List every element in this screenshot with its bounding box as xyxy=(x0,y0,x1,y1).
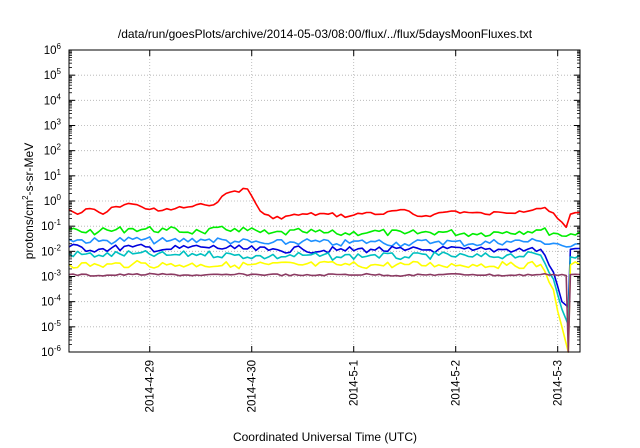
x-tick-label: 2014-5-1 xyxy=(349,360,361,406)
series-line xyxy=(68,272,581,353)
grid xyxy=(69,49,580,353)
y-axis-label: protons/cm2-s-sr-MeV xyxy=(21,143,36,259)
y-tick-label: 104 xyxy=(44,92,62,107)
series-line xyxy=(68,225,581,238)
y-tick-label: 100 xyxy=(44,193,62,208)
y-axis-label-base: protons/cm xyxy=(22,200,36,259)
y-tick-label: 106 xyxy=(44,42,62,57)
y-tick-label: 10-1 xyxy=(41,218,61,233)
x-tick-label: 2014-4-30 xyxy=(247,360,259,412)
x-tick-label: 2014-5-2 xyxy=(451,360,463,406)
y-ticks: 10-6 10-5 10-4 10-3 10-2 10-1 100 101 102 103 104 1… xyxy=(41,42,580,359)
y-tick-label: 102 xyxy=(44,143,62,158)
series-line xyxy=(68,243,581,308)
y-tick-label: 10-5 xyxy=(41,319,61,334)
y-tick-label: 10-3 xyxy=(41,269,61,284)
y-axis-label-sup: 2 xyxy=(21,195,30,200)
x-tick-label: 2014-4-29 xyxy=(145,360,157,412)
y-tick-label: 101 xyxy=(44,168,62,183)
y-tick-label: 10-4 xyxy=(41,294,61,309)
y-axis-label-tail: -s-sr-MeV xyxy=(22,143,36,196)
y-tick-label: 10-6 xyxy=(41,344,61,359)
series-line xyxy=(68,187,581,229)
series-line xyxy=(68,236,581,248)
series-line xyxy=(68,250,581,326)
y-tick-label: 105 xyxy=(44,67,62,82)
y-tick-label: 10-2 xyxy=(41,243,61,258)
series-layer xyxy=(68,187,581,353)
chart-title: /data/run/goesPlots/archive/2014-05-03/0… xyxy=(118,27,533,41)
x-axis-label: Coordinated Universal Time (UTC) xyxy=(233,430,417,444)
x-ticks: 2014-4-29 2014-4-30 2014-5-1 2014-5-2 2014-5… xyxy=(145,50,565,412)
x-tick-label: 2014-5-3 xyxy=(553,360,565,406)
y-tick-label: 103 xyxy=(44,118,62,133)
series-line xyxy=(68,259,581,353)
